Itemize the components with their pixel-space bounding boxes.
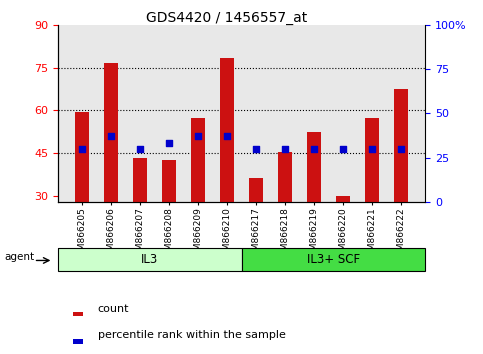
- Point: [107, 133, 115, 139]
- Bar: [162, 160, 176, 202]
- Bar: [278, 152, 292, 202]
- Bar: [220, 58, 234, 202]
- FancyBboxPatch shape: [242, 248, 425, 271]
- Point: [194, 133, 202, 139]
- Text: percentile rank within the sample: percentile rank within the sample: [98, 330, 285, 340]
- Bar: [307, 132, 321, 202]
- Text: IL3+ SCF: IL3+ SCF: [307, 253, 360, 266]
- Bar: [104, 63, 118, 202]
- Bar: [75, 112, 89, 202]
- Point: [252, 146, 260, 152]
- Point: [339, 146, 347, 152]
- Point: [223, 133, 231, 139]
- Text: IL3: IL3: [141, 253, 158, 266]
- Bar: [133, 158, 147, 202]
- FancyBboxPatch shape: [58, 248, 242, 271]
- Point: [281, 146, 289, 152]
- Point: [397, 146, 405, 152]
- Text: GDS4420 / 1456557_at: GDS4420 / 1456557_at: [146, 11, 308, 25]
- Point: [136, 146, 144, 152]
- Bar: [73, 339, 83, 344]
- Point: [368, 146, 376, 152]
- Bar: [191, 118, 205, 202]
- Text: count: count: [98, 303, 129, 314]
- Point: [165, 141, 173, 146]
- Bar: [365, 118, 379, 202]
- Bar: [336, 196, 350, 202]
- Text: agent: agent: [5, 252, 35, 262]
- Bar: [73, 312, 83, 316]
- Bar: [249, 177, 263, 202]
- Bar: [394, 89, 408, 202]
- Point: [78, 146, 86, 152]
- Point: [310, 146, 318, 152]
